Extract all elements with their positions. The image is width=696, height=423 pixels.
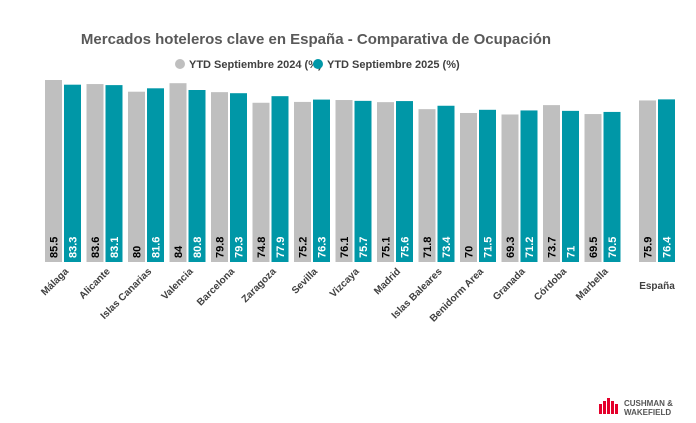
bar (562, 110, 579, 262)
value-label: 85.5 (49, 237, 61, 258)
bar (377, 102, 394, 263)
value-label: 79.3 (234, 237, 246, 258)
value-label: 71.2 (524, 237, 536, 258)
bar (543, 105, 560, 262)
bar (354, 100, 372, 263)
bar (169, 83, 187, 262)
bar (335, 100, 353, 262)
value-label: 70 (464, 246, 476, 258)
bar (479, 109, 496, 262)
value-label: 73.7 (547, 237, 559, 258)
x-tick-label: Madrid (372, 266, 403, 297)
logo-icon (611, 401, 614, 414)
value-label: 75.6 (400, 237, 412, 258)
x-tick-label: Córdoba (532, 266, 569, 303)
legend-label: YTD Septiembre 2024 (%) (189, 59, 322, 71)
bar (252, 102, 270, 262)
x-tick-label: Málaga (39, 266, 71, 298)
value-label: 76.1 (339, 237, 351, 258)
x-tick-label: Alicante (77, 266, 113, 302)
legend-marker (313, 59, 323, 69)
value-label: 75.2 (298, 237, 310, 258)
bar (658, 99, 675, 262)
value-label: 69.5 (588, 237, 600, 258)
bar (211, 92, 228, 262)
value-label: 83.3 (68, 237, 80, 258)
bar (86, 84, 104, 263)
value-label: 71.5 (483, 237, 495, 258)
value-label: 71.8 (422, 237, 434, 258)
value-label: 81.6 (151, 237, 163, 258)
value-label: 75.1 (381, 237, 393, 258)
x-tick-label: España (639, 281, 675, 292)
value-label: 74.8 (256, 237, 268, 258)
x-tick-label: Barcelona (195, 266, 237, 308)
bar (603, 111, 621, 262)
bar (230, 93, 247, 262)
bar (639, 100, 656, 262)
bar (584, 114, 602, 263)
x-tick-label: Valencia (160, 266, 196, 302)
x-tick-label: Zaragoza (240, 266, 279, 305)
value-label: 69.3 (505, 237, 517, 258)
bar (313, 99, 330, 263)
bar (271, 96, 289, 262)
bar (501, 114, 519, 262)
value-label: 83.6 (90, 237, 102, 258)
value-label: 76.3 (317, 237, 329, 258)
value-label: 80.8 (192, 237, 204, 258)
bar (396, 101, 413, 262)
value-label: 79.8 (215, 237, 227, 258)
bar (45, 80, 62, 262)
bar (64, 84, 81, 262)
value-label: 75.9 (643, 237, 655, 258)
value-label: 83.1 (109, 237, 121, 258)
chart-title: Mercados hoteleros clave en España - Com… (81, 31, 551, 48)
logo-text: WAKEFIELD (624, 408, 671, 417)
bar (105, 85, 123, 263)
value-label: 77.9 (275, 237, 287, 258)
bar (128, 91, 145, 262)
bar (294, 101, 311, 263)
bar (437, 105, 455, 263)
value-label: 76.4 (662, 236, 674, 258)
logo-icon (607, 398, 610, 414)
logo-icon (599, 404, 602, 414)
bar (188, 90, 206, 263)
logo-icon (615, 404, 618, 414)
logo-icon (603, 401, 606, 414)
logo: CUSHMAN & WAKEFIELD (599, 398, 673, 417)
logo-text: CUSHMAN & (624, 399, 673, 408)
x-tick-label: Granada (491, 266, 528, 303)
value-label: 73.4 (441, 236, 453, 258)
bar (460, 112, 477, 263)
bar (520, 110, 538, 263)
x-tick-label: Marbella (574, 266, 611, 303)
value-label: 71 (566, 246, 578, 258)
value-label: 70.5 (607, 237, 619, 258)
value-label: 80 (132, 246, 144, 258)
legend-label: YTD Septiembre 2025 (%) (327, 59, 460, 71)
x-tick-label: Sevilla (290, 266, 320, 296)
bar (418, 109, 436, 263)
legend-marker (175, 59, 185, 69)
x-tick-label: Vizcaya (328, 266, 362, 300)
value-label: 75.7 (358, 237, 370, 258)
bar (147, 88, 164, 262)
value-label: 84 (173, 245, 185, 258)
